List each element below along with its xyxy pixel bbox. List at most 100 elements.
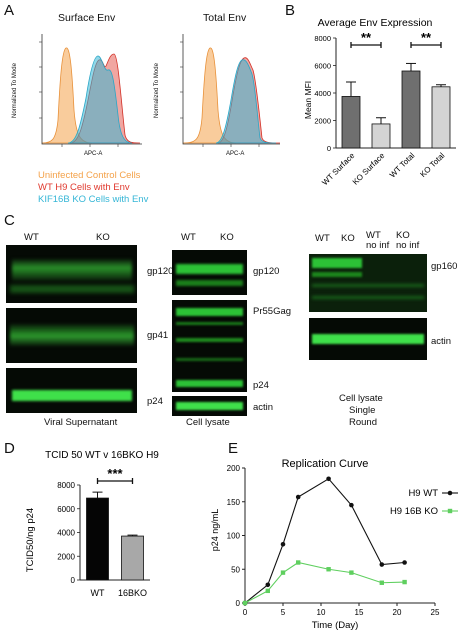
panel-label-b: B [285, 2, 296, 19]
histogram-left-xlabel: APC-A [84, 151, 103, 157]
e-point [295, 494, 301, 500]
b-sig-label: ** [361, 30, 372, 45]
vs-label-gp41: gp41 [147, 330, 169, 341]
e-xtick-label: 15 [355, 608, 364, 617]
d-sig-label: *** [107, 466, 123, 481]
sr-lane-wt: WT [315, 233, 330, 244]
cl-lane-wt: WT [181, 232, 196, 243]
sr-caption-3: Round [349, 417, 377, 428]
b-ytick-label: 0 [327, 144, 331, 153]
legend-wt-h9: WT H9 Cells with Env [38, 182, 130, 193]
legend-uninfected: Uninfected Control Cells [38, 170, 141, 181]
cl-label-gp120: gp120 [253, 266, 280, 277]
sr-lane-wt-noinf: WT [366, 230, 381, 241]
chart-d-ylabel: TCID50/ng p24 [25, 508, 36, 572]
chart-e-ylabel: p24 ng/mL [210, 509, 220, 552]
b-bar [371, 123, 391, 149]
d-ytick-label: 0 [71, 576, 76, 585]
cl-blot-gag [172, 300, 247, 392]
e-xtick-label: 20 [393, 608, 402, 617]
e-point [349, 502, 354, 508]
e-ytick-label: 200 [227, 464, 241, 473]
chart-d-title: TCID 50 WT v 16BKO H9 [45, 450, 159, 461]
e-point [280, 570, 286, 575]
b-bar [341, 96, 361, 149]
chart-e-title: Replication Curve [282, 458, 369, 470]
b-category-label: KO Total [418, 151, 446, 179]
d-bar [121, 535, 144, 581]
vs-blot-p24 [6, 368, 137, 413]
flow-histograms [39, 34, 280, 147]
e-series-line [244, 478, 405, 604]
sr-caption-1: Cell lysate [339, 393, 383, 404]
e-legend-marker [447, 508, 453, 514]
e-point [402, 579, 407, 585]
e-ytick-label: 100 [227, 532, 241, 541]
vs-label-gp120: gp120 [147, 266, 174, 277]
surface-env-title: Surface Env [58, 12, 116, 24]
e-point [402, 560, 407, 565]
e-point [349, 570, 354, 575]
histogram-left-ylabel: Normalized To Mode [12, 63, 18, 118]
e-ytick-label: 150 [227, 498, 241, 507]
e-series-line [244, 561, 405, 604]
d-ytick-label: 8000 [57, 481, 75, 490]
e-point [326, 476, 331, 482]
e-ytick-label: 0 [236, 599, 241, 608]
e-point [296, 560, 301, 565]
e-xtick-label: 5 [281, 608, 286, 617]
e-xtick-label: 0 [243, 608, 248, 617]
e-point [280, 541, 286, 547]
sr-lane-ko-noinf-sub: no inf [396, 240, 420, 251]
d-category-label: 16BKO [118, 588, 147, 598]
sr-lane-ko-noinf: KO [396, 230, 410, 241]
e-point [326, 567, 331, 572]
total-histogram [183, 47, 280, 144]
cl-label-p24: p24 [253, 380, 269, 391]
vs-blot-gp41 [6, 308, 137, 363]
b-bar [401, 70, 421, 149]
e-ytick-label: 50 [231, 565, 240, 574]
d-bar [86, 497, 109, 581]
e-point [265, 588, 270, 594]
chart-b: Average Env Expression Mean MFI 0 2000 400… [303, 17, 456, 187]
b-category-label: KO Surface [351, 151, 387, 187]
vs-label-p24: p24 [147, 396, 163, 407]
panel-label-e: E [228, 440, 239, 457]
sr-lane-ko: KO [341, 233, 355, 244]
cl-blot-gp120 [172, 250, 247, 295]
vs-caption: Viral Supernatant [44, 417, 118, 428]
d-ytick-label: 4000 [57, 529, 75, 538]
sr-label-gp160: gp160 [431, 261, 458, 272]
cl-label-pr55gag: Pr55Gag [253, 306, 292, 317]
vs-lane-ko: KO [96, 232, 110, 243]
panel-label-c: C [4, 212, 15, 229]
d-ytick-label: 2000 [57, 552, 75, 561]
b-ytick-label: 2000 [314, 117, 331, 126]
e-legend-label: H9 WT [408, 488, 438, 499]
sr-blot-gp160 [309, 254, 427, 312]
chart-d: TCID 50 WT v 16BKO H9 TCID50/ng p24 0 200… [25, 450, 159, 598]
chart-b-ylabel: Mean MFI [303, 81, 313, 119]
sr-lane-wt-noinf-sub: no inf [366, 240, 390, 251]
cl-blot-actin [172, 396, 247, 416]
e-point [265, 582, 271, 588]
histogram-right-xlabel: APC-A [226, 151, 245, 157]
e-legend-marker [447, 490, 453, 496]
d-category-label: WT [91, 588, 105, 598]
cl-caption: Cell lysate [186, 417, 230, 428]
total-env-title: Total Env [203, 12, 247, 24]
e-legend-label: H9 16B KO [390, 506, 438, 517]
e-xtick-label: 25 [431, 608, 440, 617]
b-ytick-label: 6000 [314, 62, 331, 71]
chart-e: Replication Curve p24 ng/mL Time (Day) 0… [210, 458, 458, 631]
panel-label-d: D [4, 440, 15, 457]
chart-e-xlabel: Time (Day) [312, 620, 359, 631]
panel-label-a: A [4, 2, 15, 19]
cl-label-actin: actin [253, 402, 274, 413]
vs-blot-gp120 [6, 245, 137, 303]
cl-lane-ko: KO [220, 232, 234, 243]
b-category-label: WT Total [388, 151, 417, 180]
vs-lane-wt: WT [24, 232, 39, 243]
b-bar [431, 86, 451, 149]
